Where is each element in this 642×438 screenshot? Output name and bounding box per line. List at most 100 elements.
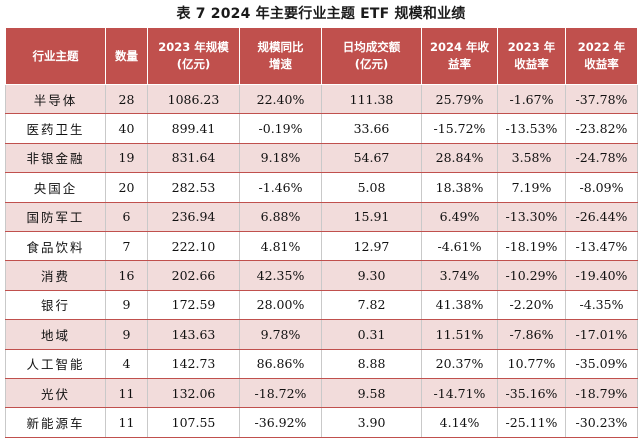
column-header-line: 增速 [269,57,292,71]
cell-return-2022: -19.40% [565,260,638,291]
table-row: 地域 9 143.63 9.78% 0.31 11.51% -7.86% -17.01% [5,319,638,350]
cell-count: 16 [105,260,148,291]
cell-return-2024: 25.79% [421,84,498,115]
column-header-daily-turnover: 日均成交额 (亿元) [321,28,422,85]
column-header-return-2024: 2024 年收 益率 [421,28,498,85]
cell-scale-yoy: 4.81% [239,231,322,262]
table-row: 人工智能 4 142.73 86.86% 8.88 20.37% 10.77% -35.09% [5,349,638,379]
cell-return-2022: -37.78% [565,84,638,115]
cell-daily-turnover: 7.82 [321,290,422,321]
cell-scale-2023: 143.63 [147,319,240,350]
cell-theme: 半导体 [5,84,106,115]
cell-return-2022: -4.35% [565,290,638,321]
cell-return-2023: -13.53% [497,113,566,144]
cell-theme: 食品饮料 [5,231,106,262]
column-header-line: 收益率 [514,57,549,71]
cell-count: 11 [105,378,148,409]
cell-return-2024: 41.38% [421,290,498,321]
cell-return-2023: 7.19% [497,172,566,203]
cell-theme: 医药卫生 [5,113,106,144]
cell-scale-yoy: -1.46% [239,172,322,203]
cell-scale-yoy: 6.88% [239,202,322,232]
cell-count: 40 [105,113,148,144]
column-header-line: 2022 年 [577,40,626,54]
cell-scale-yoy: 22.40% [239,84,322,115]
cell-scale-yoy: 42.35% [239,260,322,291]
cell-theme: 人工智能 [5,349,106,379]
cell-return-2022: -18.79% [565,378,638,409]
cell-count: 9 [105,319,148,350]
column-header-line: 2024 年收 [429,40,489,54]
cell-daily-turnover: 12.97 [321,231,422,262]
table-row: 光伏 11 132.06 -18.72% 9.58 -14.71% -35.16% -18.7… [5,378,638,409]
cell-return-2024: 4.14% [421,407,498,438]
column-header-line: (亿元) [176,57,211,71]
cell-daily-turnover: 8.88 [321,349,422,379]
column-header-count: 数量 [105,28,148,85]
cell-return-2024: 28.84% [421,143,498,174]
table-body: 半导体 28 1086.23 22.40% 111.38 25.79% -1.67% -37.… [5,84,638,438]
column-header-line: 2023 年规模 [158,40,229,54]
cell-daily-turnover: 111.38 [321,84,422,115]
cell-theme: 国防军工 [5,202,106,232]
cell-theme: 光伏 [5,378,106,409]
cell-return-2022: -8.09% [565,172,638,203]
cell-scale-yoy: 28.00% [239,290,322,321]
cell-scale-2023: 236.94 [147,202,240,232]
cell-scale-yoy: -0.19% [239,113,322,144]
cell-daily-turnover: 15.91 [321,202,422,232]
column-header-return-2022: 2022 年收益率 [565,28,638,85]
column-header-scale-2023: 2023 年规模 (亿元) [147,28,240,85]
table-row: 非银金融 19 831.64 9.18% 54.67 28.84% 3.58% -24.78% [5,143,638,174]
etf-performance-table: 行业主题 数量 2023 年规模 (亿元) 规模同比 增速 日均成交额 (亿元) 2024 年收… [5,28,638,438]
cell-theme: 地域 [5,319,106,350]
cell-return-2022: -24.78% [565,143,638,174]
cell-scale-2023: 107.55 [147,407,240,438]
cell-return-2022: -13.47% [565,231,638,262]
cell-count: 6 [105,202,148,232]
cell-scale-yoy: -36.92% [239,407,322,438]
cell-theme: 非银金融 [5,143,106,174]
cell-return-2024: 18.38% [421,172,498,203]
column-header-line: 规模同比 [257,40,304,54]
column-header-return-2023: 2023 年收益率 [497,28,566,85]
column-header-line: 收益率 [584,57,619,71]
cell-scale-yoy: -18.72% [239,378,322,409]
cell-scale-2023: 282.53 [147,172,240,203]
cell-count: 19 [105,143,148,174]
table-caption: 表 7 2024 年主要行业主题 ETF 规模和业绩 [176,6,466,22]
cell-return-2023: -35.16% [497,378,566,409]
cell-return-2024: 11.51% [421,319,498,350]
cell-scale-2023: 142.73 [147,349,240,379]
table-row: 半导体 28 1086.23 22.40% 111.38 25.79% -1.67% -37.… [5,84,638,115]
cell-return-2023: -25.11% [497,407,566,438]
cell-theme: 消费 [5,260,106,291]
column-header-line: 日均成交额 [342,40,401,54]
table-row: 食品饮料 7 222.10 4.81% 12.97 -4.61% -18.19% -13.47… [5,231,638,262]
cell-count: 11 [105,407,148,438]
column-header-line: 行业主题 [32,48,79,63]
cell-scale-2023: 132.06 [147,378,240,409]
column-header-theme: 行业主题 [5,28,106,85]
table-row: 央国企 20 282.53 -1.46% 5.08 18.38% 7.19% -8.09% [5,172,638,203]
cell-scale-yoy: 86.86% [239,349,322,379]
cell-theme: 银行 [5,290,106,321]
column-header-line: 数量 [115,48,138,63]
cell-scale-2023: 172.59 [147,290,240,321]
column-header-scale-yoy: 规模同比 增速 [239,28,322,85]
column-header-line: 2023 年 [507,40,556,54]
cell-scale-2023: 222.10 [147,231,240,262]
cell-return-2022: -23.82% [565,113,638,144]
cell-return-2023: 3.58% [497,143,566,174]
cell-return-2024: -15.72% [421,113,498,144]
cell-scale-2023: 202.66 [147,260,240,291]
cell-count: 20 [105,172,148,203]
cell-return-2024: -14.71% [421,378,498,409]
table-row: 银行 9 172.59 28.00% 7.82 41.38% -2.20% -4.35% [5,290,638,321]
table-row: 医药卫生 40 899.41 -0.19% 33.66 -15.72% -13.53% -23… [5,113,638,144]
cell-scale-2023: 899.41 [147,113,240,144]
table-row: 新能源车 11 107.55 -36.92% 3.90 4.14% -25.11% -30.2… [5,407,638,438]
column-header-line: 益率 [448,57,471,71]
cell-return-2024: 6.49% [421,202,498,232]
cell-daily-turnover: 9.30 [321,260,422,291]
